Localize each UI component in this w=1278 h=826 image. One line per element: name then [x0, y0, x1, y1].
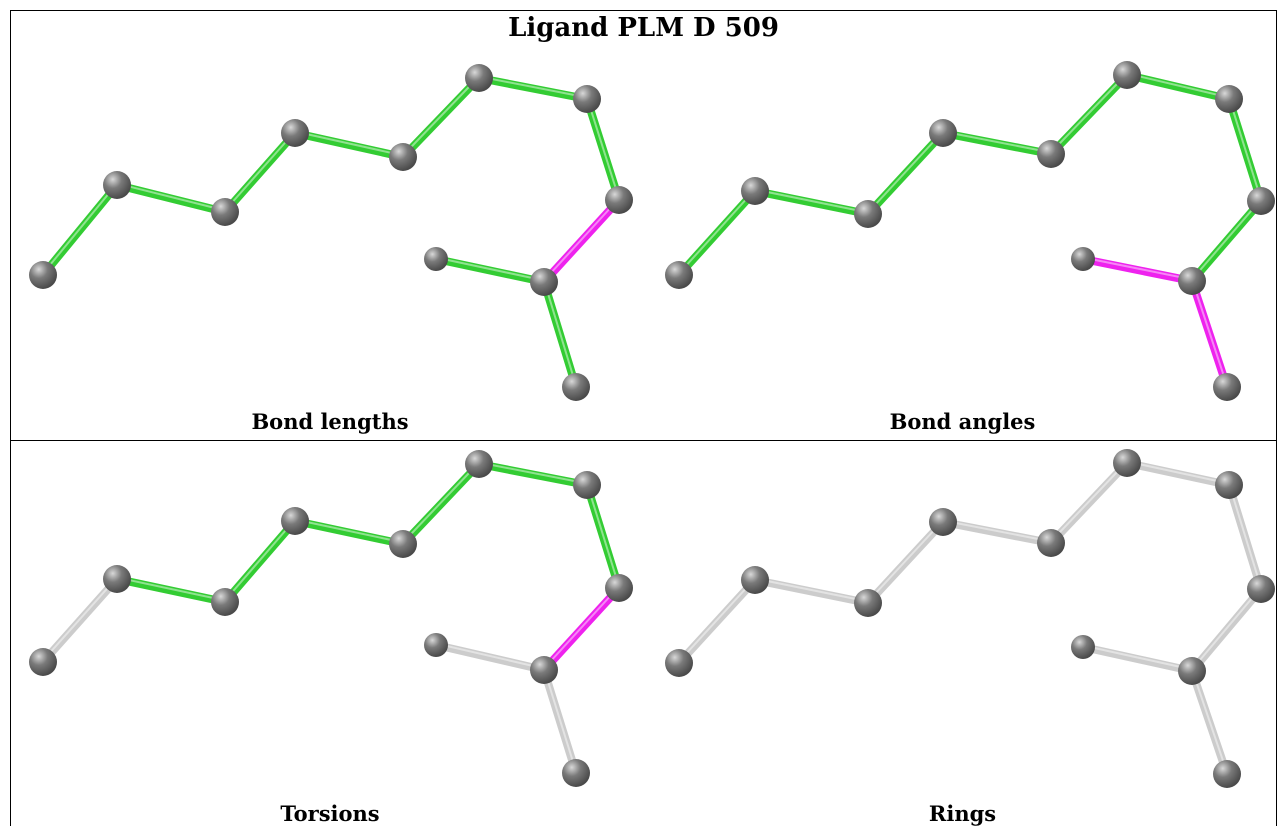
atom-7 [1215, 85, 1243, 113]
caption-bond-angles: Bond angles [889, 409, 1036, 434]
bond-10 [1188, 667, 1231, 778]
figure-title: Ligand PLM D 509 [10, 10, 1277, 46]
atom-6 [1113, 449, 1141, 477]
bond-9 [1079, 255, 1196, 285]
caption-bond-lengths: Bond lengths [251, 409, 409, 434]
bond-10 [1188, 277, 1231, 391]
atom-9 [1178, 267, 1206, 295]
atom-8 [1247, 187, 1275, 215]
bond-1 [675, 576, 759, 667]
bond-8 [1188, 585, 1265, 675]
atom-11 [562, 373, 590, 401]
bond-6 [475, 74, 591, 103]
atom-10 [1071, 247, 1095, 271]
atom-1 [665, 649, 693, 677]
atom-10 [424, 633, 448, 657]
atom-5 [389, 143, 417, 171]
bond-10 [540, 666, 580, 777]
atom-9 [1178, 657, 1206, 685]
bond-10 [540, 278, 580, 391]
row-divider [10, 440, 1277, 441]
panel-bond-lengths: Bond lengths [10, 45, 650, 441]
bond-1 [675, 187, 759, 279]
atom-7 [1215, 471, 1243, 499]
bond-5 [399, 460, 483, 548]
atom-1 [665, 261, 693, 289]
bond-7 [1225, 95, 1265, 205]
atom-11 [562, 759, 590, 787]
bond-8 [1188, 197, 1265, 285]
atom-2 [741, 177, 769, 205]
atom-11 [1213, 760, 1241, 788]
ligand-figure: Ligand PLM D 509 Bond lengths Bond angle… [10, 10, 1278, 826]
bond-4 [291, 517, 407, 548]
bond-3 [864, 129, 947, 218]
molecule-bond-angles [665, 61, 1275, 401]
atom-3 [211, 588, 239, 616]
bond-4 [939, 518, 1055, 547]
atom-3 [854, 200, 882, 228]
atom-8 [1247, 575, 1275, 603]
atom-6 [465, 450, 493, 478]
atom-6 [1113, 61, 1141, 89]
bond-5 [399, 74, 483, 161]
atom-4 [281, 507, 309, 535]
atom-7 [573, 85, 601, 113]
caption-rings: Rings [928, 801, 997, 826]
bond-7 [583, 481, 623, 592]
atom-5 [389, 530, 417, 558]
atom-3 [854, 589, 882, 617]
atom-5 [1037, 529, 1065, 557]
atom-2 [741, 566, 769, 594]
bond-5 [1047, 71, 1131, 158]
panel-torsions: Torsions [10, 441, 650, 826]
bond-8 [540, 196, 623, 286]
bond-9 [432, 641, 548, 674]
bond-3 [221, 517, 299, 606]
atom-5 [1037, 140, 1065, 168]
atom-4 [281, 119, 309, 147]
atom-9 [530, 656, 558, 684]
bond-2 [751, 187, 872, 218]
bond-2 [751, 576, 872, 607]
panel-rings: Rings [649, 441, 1277, 826]
bond-6 [475, 460, 591, 489]
bond-2 [113, 181, 229, 216]
atom-4 [929, 508, 957, 536]
atom-3 [211, 198, 239, 226]
bond-1 [39, 575, 121, 666]
atom-4 [929, 119, 957, 147]
atom-1 [29, 648, 57, 676]
molecule-torsions [29, 450, 633, 787]
atom-1 [29, 261, 57, 289]
bond-3 [864, 518, 947, 607]
bond-4 [291, 129, 407, 161]
molecule-rings [665, 449, 1275, 788]
atom-8 [605, 574, 633, 602]
bond-2 [113, 575, 229, 606]
bond-9 [432, 255, 548, 286]
caption-torsions: Torsions [280, 801, 380, 826]
atom-11 [1213, 373, 1241, 401]
bond-4 [939, 129, 1055, 158]
bond-3 [221, 129, 299, 216]
bond-8 [540, 584, 623, 674]
atom-9 [530, 268, 558, 296]
bond-5 [1047, 459, 1131, 547]
molecule-bond-lengths [29, 64, 633, 401]
atom-2 [103, 171, 131, 199]
bond-9 [1079, 643, 1196, 675]
atom-6 [465, 64, 493, 92]
bond-6 [1123, 459, 1233, 489]
atom-2 [103, 565, 131, 593]
bond-7 [583, 95, 623, 204]
atom-7 [573, 471, 601, 499]
atom-8 [605, 186, 633, 214]
bond-1 [39, 181, 121, 279]
atom-10 [1071, 635, 1095, 659]
bond-6 [1123, 71, 1233, 103]
panel-bond-angles: Bond angles [649, 45, 1277, 441]
atom-10 [424, 247, 448, 271]
bond-7 [1225, 481, 1265, 593]
